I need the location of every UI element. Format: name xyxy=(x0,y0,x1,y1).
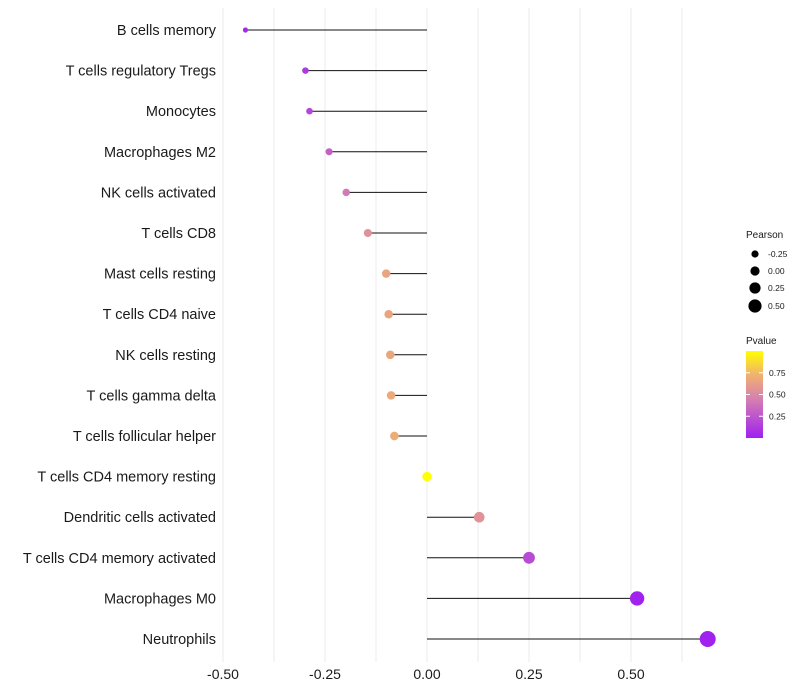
color-legend-label-0: 0.75 xyxy=(769,368,786,378)
category-label-0: B cells memory xyxy=(117,23,217,39)
point-1 xyxy=(302,67,309,74)
point-13 xyxy=(523,551,535,564)
category-label-7: T cells CD4 naive xyxy=(103,307,216,323)
x-tick-label-0: -0.50 xyxy=(207,666,239,682)
point-7 xyxy=(384,309,393,319)
x-tick-label-4: 0.50 xyxy=(617,666,644,682)
point-14 xyxy=(629,591,645,606)
color-legend-label-1: 0.50 xyxy=(769,390,786,400)
point-11 xyxy=(422,471,432,482)
category-label-1: T cells regulatory Tregs xyxy=(66,64,216,80)
lollipop-points xyxy=(242,27,716,648)
category-label-3: Macrophages M2 xyxy=(104,145,216,161)
lollipop-stems xyxy=(245,29,708,640)
size-legend-dot-3 xyxy=(748,299,762,313)
color-legend-title: Pvalue xyxy=(746,336,777,347)
size-legend-dot-2 xyxy=(749,282,761,294)
size-legend-label-1: 0.00 xyxy=(768,266,785,276)
point-3 xyxy=(325,148,333,156)
point-8 xyxy=(386,350,395,360)
color-legend: Pvalue 0.75 0.50 0.25 xyxy=(746,336,786,438)
x-tick-label-1: -0.25 xyxy=(309,666,341,682)
category-label-13: T cells CD4 memory activated xyxy=(23,551,216,567)
point-10 xyxy=(390,431,399,441)
grid-lines xyxy=(222,8,683,662)
size-legend-label-3: 0.50 xyxy=(768,301,785,311)
color-legend-bar xyxy=(746,351,763,438)
size-legend-title: Pearson xyxy=(746,230,783,241)
category-label-5: T cells CD8 xyxy=(141,226,216,242)
category-label-15: Neutrophils xyxy=(143,632,216,648)
category-label-4: NK cells activated xyxy=(101,185,216,201)
category-label-14: Macrophages M0 xyxy=(104,591,216,607)
point-15 xyxy=(699,630,716,648)
point-12 xyxy=(473,511,485,523)
size-legend-label-2: 0.25 xyxy=(768,283,785,293)
point-6 xyxy=(381,269,391,278)
x-tick-label-2: 0.00 xyxy=(413,666,440,682)
x-tick-label-3: 0.25 xyxy=(515,666,542,682)
category-label-8: NK cells resting xyxy=(115,348,216,364)
point-5 xyxy=(363,228,372,238)
category-label-2: Monocytes xyxy=(146,104,216,120)
category-labels: B cells memory T cells regulatory Tregs Mo… xyxy=(23,23,217,648)
size-legend: Pearson -0.25 0.00 0.25 0.50 xyxy=(746,230,788,313)
category-label-10: T cells follicular helper xyxy=(73,429,216,445)
point-2 xyxy=(306,107,313,115)
x-axis-tick-labels: -0.50 -0.25 0.00 0.25 0.50 xyxy=(207,666,645,682)
point-0 xyxy=(242,27,249,33)
category-label-6: Mast cells resting xyxy=(104,267,216,283)
size-legend-dot-0 xyxy=(751,250,759,258)
size-legend-dot-1 xyxy=(750,266,760,276)
color-legend-label-2: 0.25 xyxy=(769,411,786,421)
category-label-11: T cells CD4 memory resting xyxy=(37,470,216,486)
point-4 xyxy=(342,188,350,197)
category-label-12: Dendritic cells activated xyxy=(64,510,216,526)
size-legend-label-0: -0.25 xyxy=(768,249,788,259)
category-label-9: T cells gamma delta xyxy=(87,388,217,404)
point-9 xyxy=(386,391,396,400)
